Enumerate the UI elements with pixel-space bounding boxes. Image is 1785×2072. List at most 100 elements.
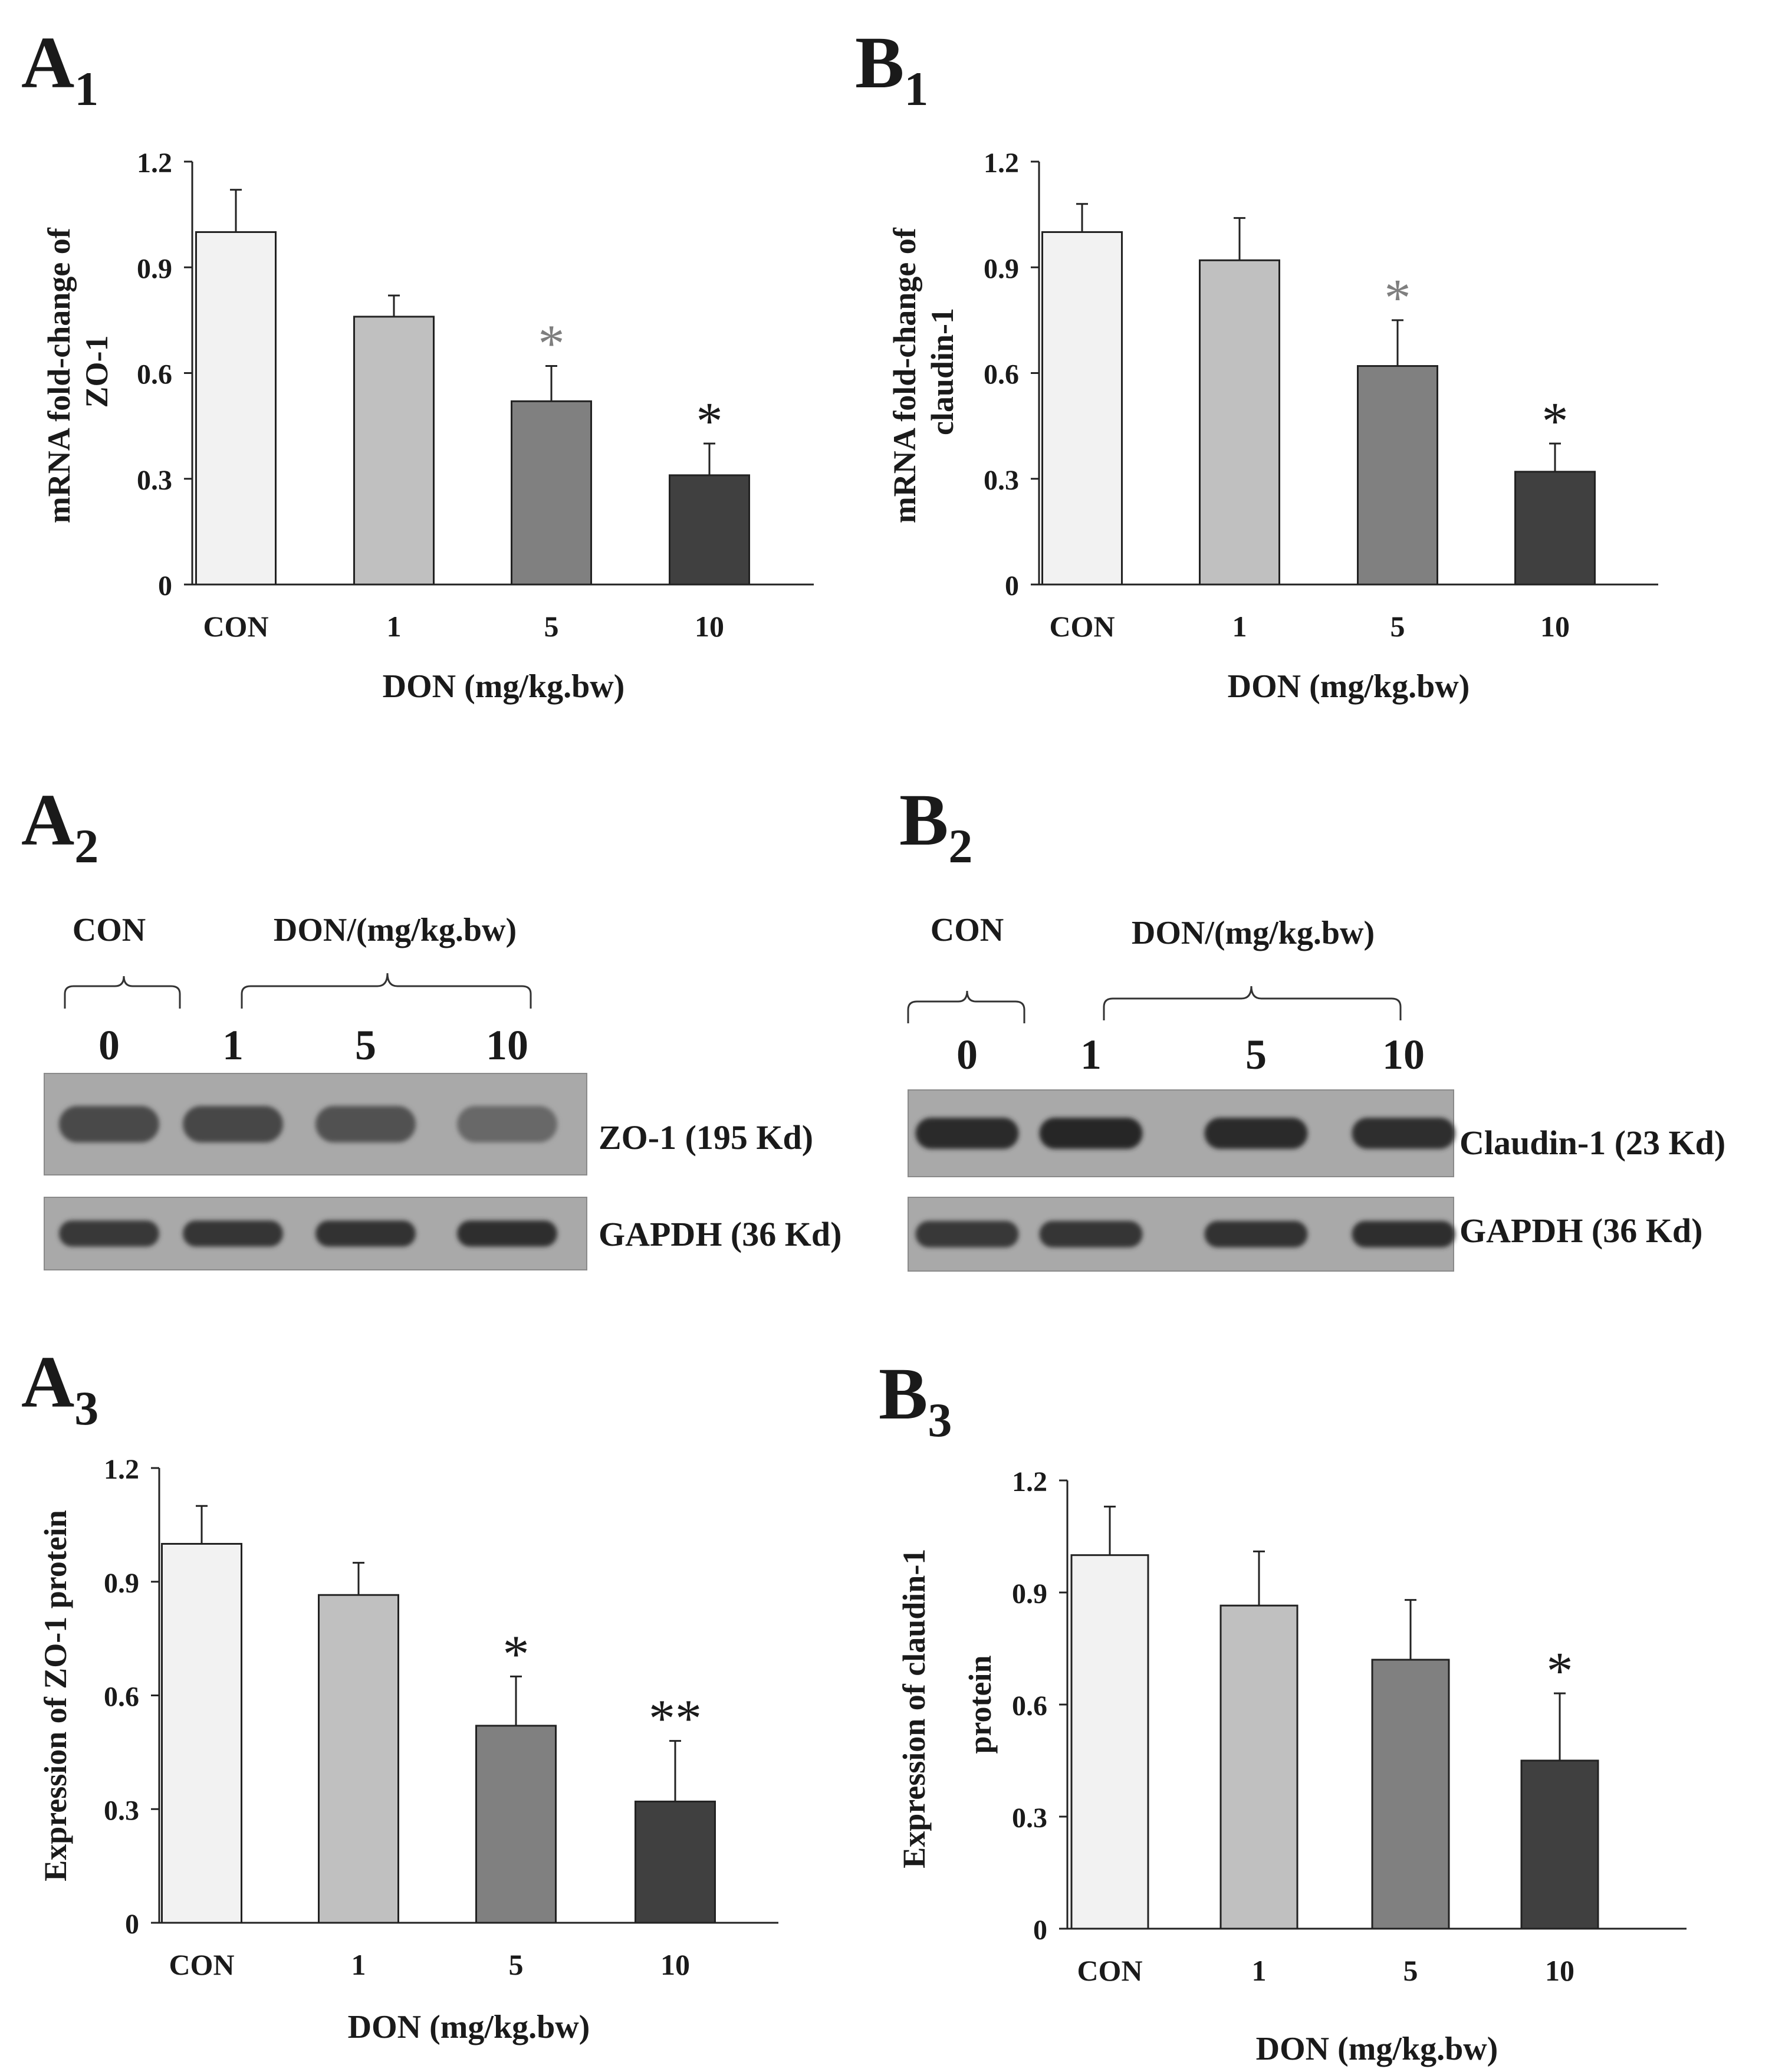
panel-b1-subscript: 1 (904, 62, 928, 116)
blot-b2-bracket-don (1103, 986, 1402, 1020)
chart-a3-y-tick-label: 0.6 (104, 1682, 139, 1713)
chart-a1-category-label: 1 (387, 610, 402, 643)
blot-b2-control-band (1204, 1221, 1308, 1247)
blot-a2-control-band (183, 1220, 283, 1247)
blot-a2-target-band (315, 1106, 416, 1142)
blot-b2-group-con: CON (931, 912, 1004, 948)
chart-a3-bar (635, 1800, 716, 1924)
chart-a3-category-label: 10 (660, 1948, 690, 1981)
chart-b1-y-tick-label: 1.2 (984, 147, 1019, 179)
blot-b2-target-band (1352, 1118, 1455, 1149)
chart-a3-significance: * (503, 1625, 530, 1683)
chart-a1-bar (511, 400, 592, 586)
panel-b1-label: B1 (855, 22, 928, 116)
panel-a2: A2 CON DON/(mg/kg.bw) ZO-1 (195 Kd) GAPD… (21, 780, 841, 1270)
panel-a1: A1 mRNA fold-change of ZO-1 DON (mg/kg.b… (21, 22, 814, 705)
chart-b3-bar (1520, 1759, 1599, 1930)
chart-b1-category-label: 10 (1540, 610, 1570, 643)
blot-a2-target-label: ZO-1 (195 Kd) (599, 1118, 813, 1157)
chart-b3-category-label: 10 (1545, 1954, 1574, 1987)
blot-a2-target-band (183, 1106, 283, 1142)
panel-a3: A3 Expression of ZO-1 protein DON (mg/kg… (21, 1342, 778, 2045)
panel-b1: B1 mRNA fold-change of claudin-1 DON (mg… (855, 22, 1658, 705)
chart-b3-y-tick-label: 0.9 (1012, 1578, 1047, 1610)
chart-a1-y-tick-label: 1.2 (137, 147, 172, 179)
chart-a1-y-tick-label: 0.6 (137, 359, 172, 390)
blot-a2-control-band (315, 1220, 416, 1247)
blot-a2-group-con: CON (73, 912, 146, 948)
chart-a1-bar (195, 231, 277, 586)
blot-b2-target-label: Claudin-1 (23 Kd) (1459, 1124, 1725, 1162)
panel-a1-label: A1 (21, 22, 98, 116)
chart-b1-ylabel: mRNA fold-change of claudin-1 (887, 220, 960, 523)
chart-a3-bar (475, 1725, 557, 1924)
blot-b2-target-band (1039, 1118, 1143, 1149)
chart-a3-ylabel: Expression of ZO-1 protein (38, 1510, 73, 1881)
chart-a1-category-label: 10 (695, 610, 724, 643)
chart-b1-category-label: CON (1049, 610, 1115, 643)
chart-b1-ylabel-line-2: claudin-1 (925, 308, 960, 435)
blot-a2-lane-label: 10 (486, 1022, 528, 1069)
chart-a3-y-tick-label: 0 (125, 1909, 139, 1940)
chart-a1-significance: * (538, 315, 565, 373)
panel-b3-letter: B (879, 1354, 928, 1435)
chart-a3-y-tick-label: 0.3 (104, 1795, 139, 1826)
chart-a1-ylabel-line-1: mRNA fold-change of (41, 227, 77, 523)
chart-b1: mRNA fold-change of claudin-1 DON (mg/kg… (887, 147, 1658, 705)
chart-a3-category-label: 5 (509, 1948, 524, 1981)
panel-b2-label: B2 (899, 780, 972, 873)
panel-a2-letter: A (21, 780, 74, 861)
blot-a2-bracket-con (64, 976, 181, 1009)
chart-b3-y-tick-label: 0.3 (1012, 1802, 1047, 1834)
chart-b3-y-tick-label: 1.2 (1012, 1466, 1047, 1498)
chart-a1-y-tick-label: 0.9 (137, 253, 172, 284)
chart-b3-bar (1070, 1554, 1149, 1930)
chart-b1-ylabel-line-1: mRNA fold-change of (887, 227, 922, 523)
chart-b1-category-label: 5 (1390, 610, 1405, 643)
panel-a2-label: A2 (21, 780, 98, 873)
chart-b1-significance: * (1385, 269, 1411, 327)
chart-b3-category-label: 1 (1252, 1954, 1267, 1987)
chart-a1-y-tick-label: 0.3 (137, 465, 172, 496)
chart-b1-bar (1041, 231, 1123, 586)
blot-a2-target-band (59, 1106, 159, 1142)
chart-a3-y-tick-label: 1.2 (104, 1454, 139, 1485)
chart-b3-category-label: 5 (1403, 1954, 1418, 1987)
chart-a1-significance: * (696, 392, 723, 451)
blot-a2: CON DON/(mg/kg.bw) ZO-1 (195 Kd) GAPDH (… (44, 912, 841, 1270)
chart-b1-bar (1357, 365, 1438, 586)
panel-a3-label: A3 (21, 1342, 98, 1435)
blot-a2-bracket-don (241, 973, 532, 1009)
panel-a1-letter: A (21, 22, 74, 104)
chart-b1-y-tick-label: 0.3 (984, 465, 1019, 496)
chart-a3-category-label: CON (169, 1948, 234, 1981)
panel-a3-subscript: 3 (74, 1381, 98, 1435)
blot-b2-control-band (1352, 1221, 1455, 1247)
chart-b1-bar (1199, 259, 1280, 586)
blot-b2-target-band (915, 1118, 1019, 1149)
panel-a2-subscript: 2 (74, 819, 98, 873)
panel-a1-subscript: 1 (74, 62, 98, 116)
blot-b2-control-band (1039, 1221, 1143, 1247)
chart-a3-y-tick-label: 0.9 (104, 1568, 139, 1599)
blot-b2-control-band (915, 1221, 1019, 1247)
chart-a1-category-label: 5 (544, 610, 559, 643)
blot-b2-bracket-con (907, 990, 1025, 1023)
chart-b3-ylabel-line-2: protein (962, 1655, 998, 1754)
blot-a2-group-don: DON/(mg/kg.bw) (274, 912, 517, 948)
chart-b1-y-tick-label: 0 (1005, 570, 1019, 602)
chart-b3-ylabel-line-1: Expression of claudin-1 (896, 1549, 932, 1869)
chart-a3-bar (161, 1543, 242, 1924)
chart-b3-y-tick-label: 0.6 (1012, 1690, 1047, 1722)
blot-b2-lane-label: 5 (1245, 1031, 1267, 1078)
blot-a2-lane-label: 0 (98, 1022, 120, 1069)
chart-b1-significance: * (1542, 392, 1569, 451)
chart-b1-y-tick-label: 0.6 (984, 359, 1019, 390)
panel-b3-subscript: 3 (928, 1393, 952, 1447)
panel-b3-label: B3 (879, 1354, 952, 1447)
blot-a2-control-band (457, 1220, 557, 1247)
blot-a2-lane-label: 5 (355, 1022, 376, 1069)
chart-b3: Expression of claudin-1 protein DON (mg/… (896, 1466, 1687, 2067)
chart-a1: mRNA fold-change of ZO-1 DON (mg/kg.bw) … (41, 147, 814, 705)
